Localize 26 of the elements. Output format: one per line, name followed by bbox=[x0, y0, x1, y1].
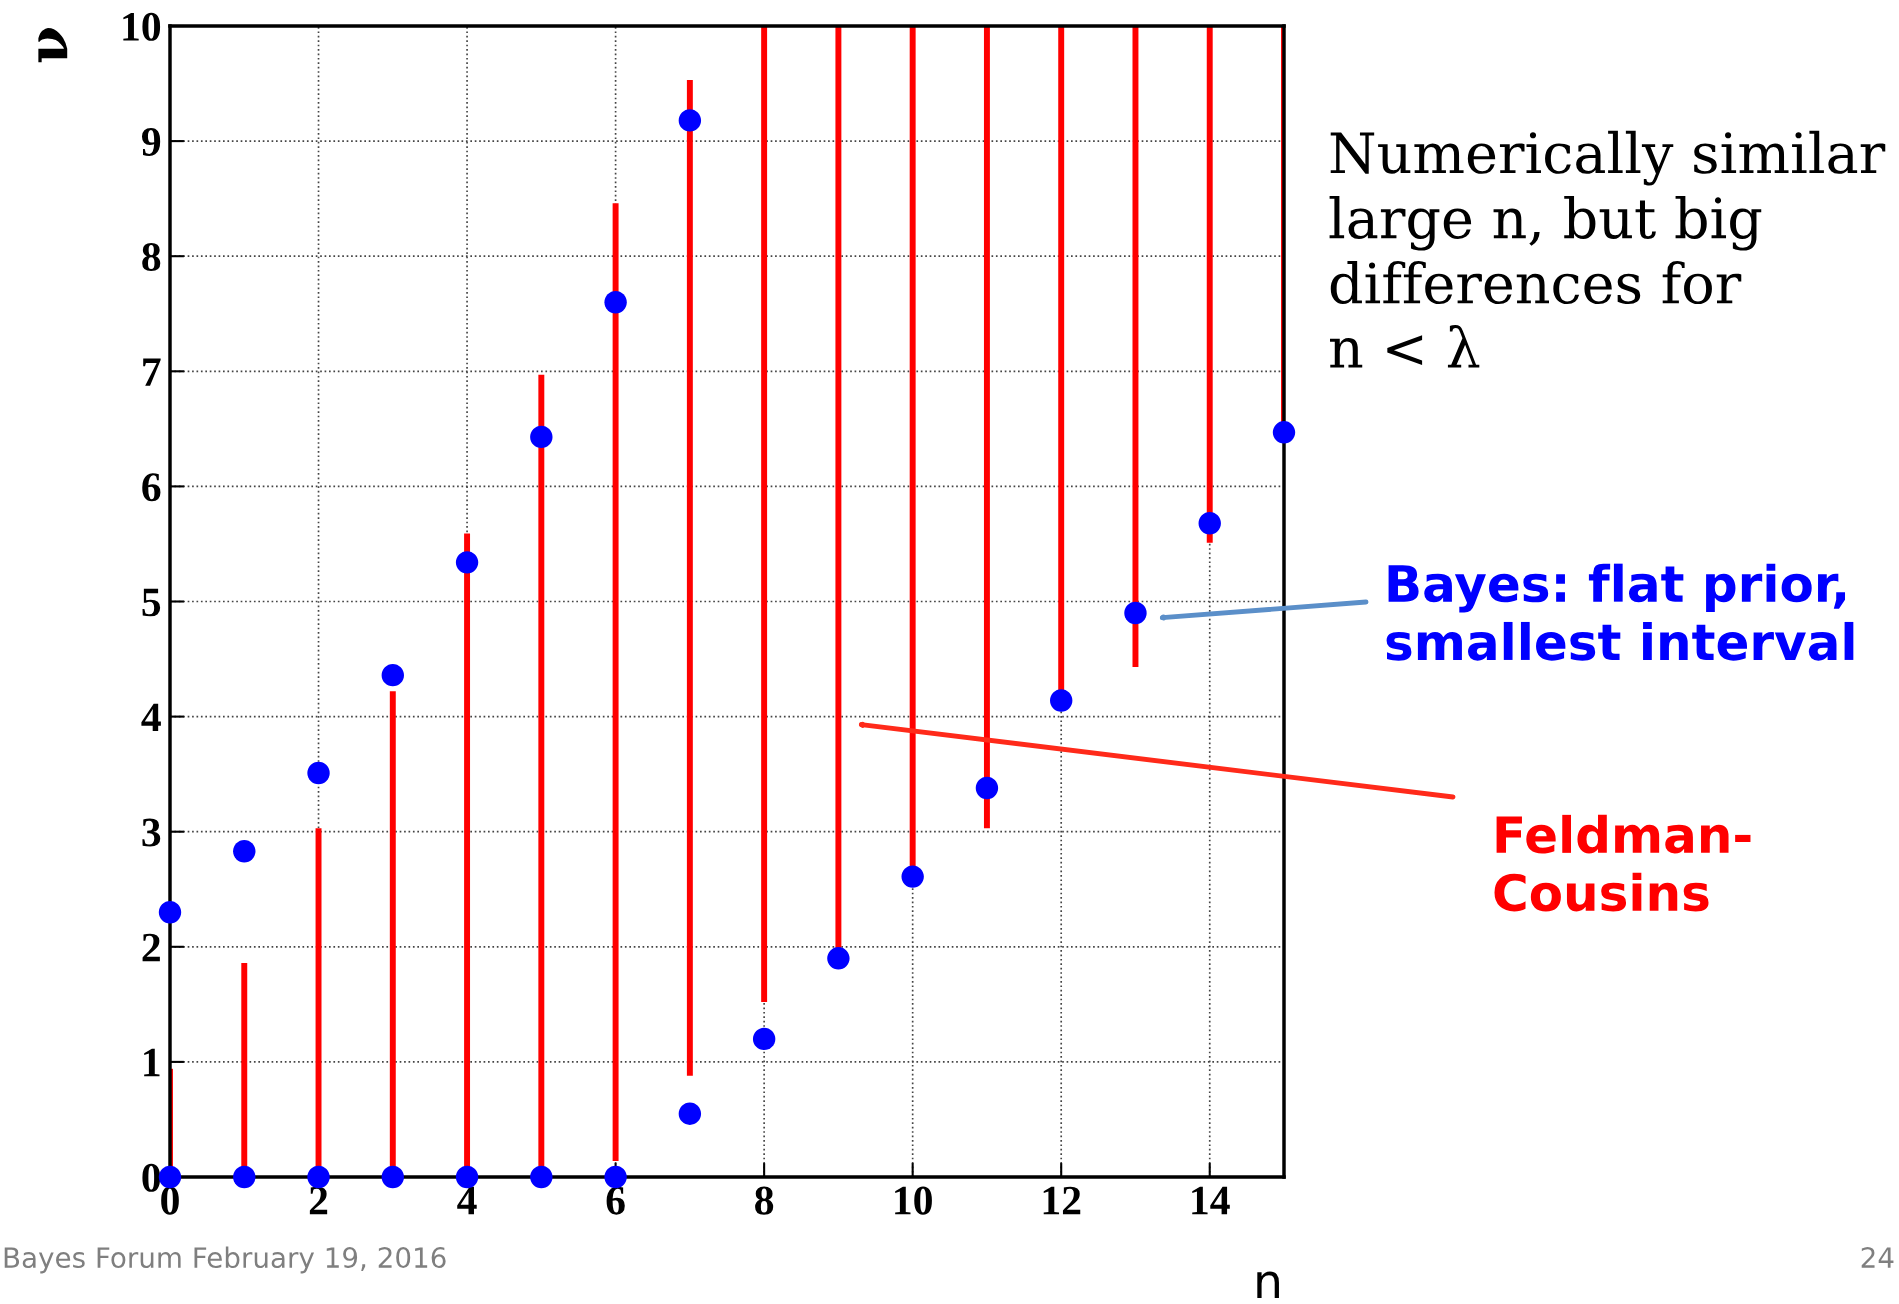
text: Bayes Forum February 19, 2016 bbox=[4, 1246, 446, 1274]
y-tick-label: 1 bbox=[144, 1048, 160, 1077]
y-tick-label: 7 bbox=[143, 358, 161, 386]
x-tick-label: 0 bbox=[161, 1186, 179, 1215]
text: Bayes: flat prior, smallest interval bbox=[1386, 563, 1854, 661]
text: Feldman- Cousins bbox=[1494, 814, 1751, 912]
y-tick-label: 8 bbox=[142, 242, 161, 272]
y-tick-label: 6 bbox=[142, 473, 161, 502]
x-axis-title: n bbox=[1257, 1271, 1279, 1299]
y-tick-label: 4 bbox=[141, 703, 161, 732]
y-tick-label: 9 bbox=[141, 127, 161, 156]
y-tick-label: 5 bbox=[142, 588, 161, 617]
text: Numerically similar large n, but big differences for n < λ bbox=[1329, 130, 1886, 368]
y-tick-label: 2 bbox=[142, 933, 160, 962]
x-tick-label: 2 bbox=[309, 1186, 328, 1215]
x-tick-label: 8 bbox=[755, 1186, 774, 1215]
x-tick-label: 4 bbox=[457, 1186, 477, 1215]
x-tick-label: 12 bbox=[1043, 1186, 1081, 1215]
x-tick-label: 6 bbox=[606, 1186, 625, 1215]
x-tick-label: 10 bbox=[895, 1186, 932, 1215]
text: 24 bbox=[1861, 1247, 1894, 1268]
x-tick-label: 14 bbox=[1192, 1186, 1230, 1215]
y-tick-label: 10 bbox=[123, 12, 161, 41]
y-tick-label: 0 bbox=[142, 1163, 161, 1192]
y-tick-label: 3 bbox=[142, 818, 161, 847]
y-axis-title: ν bbox=[38, 27, 68, 63]
